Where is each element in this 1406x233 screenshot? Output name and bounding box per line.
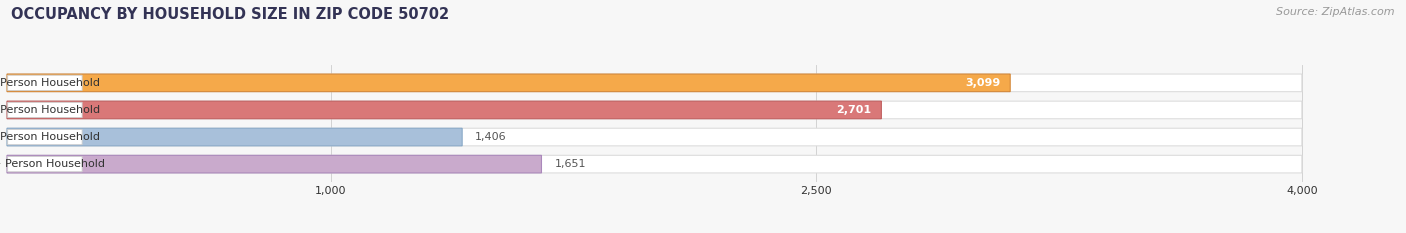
FancyBboxPatch shape (7, 155, 541, 173)
FancyBboxPatch shape (7, 74, 1302, 92)
FancyBboxPatch shape (7, 157, 82, 172)
Text: 3-Person Household: 3-Person Household (0, 132, 100, 142)
Text: 2,701: 2,701 (837, 105, 872, 115)
Text: 3,099: 3,099 (966, 78, 1001, 88)
FancyBboxPatch shape (7, 155, 1302, 173)
FancyBboxPatch shape (7, 102, 82, 118)
Text: 1,651: 1,651 (554, 159, 586, 169)
Text: OCCUPANCY BY HOUSEHOLD SIZE IN ZIP CODE 50702: OCCUPANCY BY HOUSEHOLD SIZE IN ZIP CODE … (11, 7, 450, 22)
FancyBboxPatch shape (7, 74, 1010, 92)
FancyBboxPatch shape (7, 128, 463, 146)
FancyBboxPatch shape (7, 101, 1302, 119)
FancyBboxPatch shape (7, 129, 82, 145)
FancyBboxPatch shape (7, 75, 82, 90)
Text: 2-Person Household: 2-Person Household (0, 105, 100, 115)
Text: 1-Person Household: 1-Person Household (0, 78, 100, 88)
Text: 4+ Person Household: 4+ Person Household (0, 159, 105, 169)
Text: Source: ZipAtlas.com: Source: ZipAtlas.com (1277, 7, 1395, 17)
Text: 1,406: 1,406 (475, 132, 506, 142)
FancyBboxPatch shape (7, 128, 1302, 146)
FancyBboxPatch shape (7, 101, 882, 119)
